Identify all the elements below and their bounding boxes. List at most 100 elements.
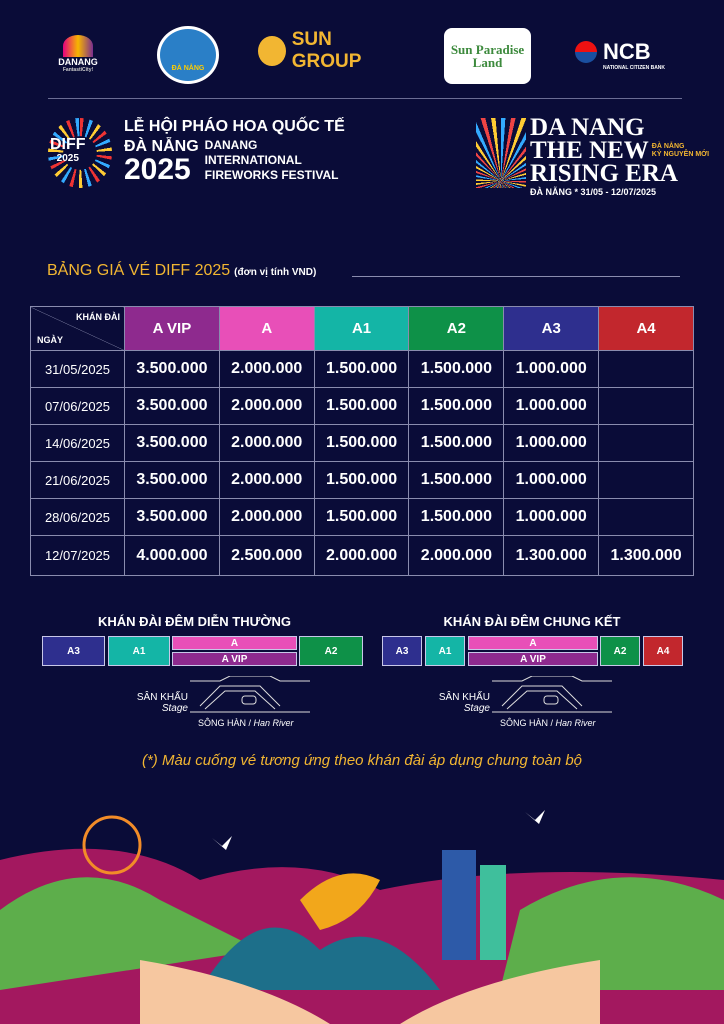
seat-section: A [172, 636, 297, 650]
price-cell: 2.000.000 [218, 461, 315, 499]
da-nang-emblem: ĐÀ NẴNG [157, 26, 219, 84]
table-row: 28/06/2025 3.500.000 2.000.000 1.500.000 1.5… [30, 498, 694, 536]
price-cell: 2.000.000 [218, 387, 315, 425]
price-cell [598, 387, 694, 425]
price-cell: 3.500.000 [124, 498, 220, 536]
rising-era-icon [476, 118, 526, 188]
dragon [300, 873, 380, 930]
price-cell: 1.500.000 [408, 350, 505, 388]
slogan: DA NANG THE NEW ĐÀ NẴNG KỶ NGUYÊN MỚI RISI… [530, 114, 710, 197]
mountains [200, 927, 440, 990]
river-label: SÔNG HÀN / Han River [500, 718, 596, 728]
ferris-wheel [82, 815, 142, 875]
date-cell: 28/06/2025 [30, 498, 125, 536]
column-header: A2 [408, 306, 505, 351]
seat-section: A3 [382, 636, 422, 666]
tower [442, 850, 476, 960]
diff-badge: DIFF [50, 136, 86, 153]
price-title: BẢNG GIÁ VÉ DIFF 2025 [47, 262, 231, 279]
price-cell: 4.000.000 [124, 535, 220, 576]
price-cell [598, 350, 694, 388]
table-row: 31/05/2025 3.500.000 2.000.000 1.500.000 1.5… [30, 350, 694, 388]
festival-illustration [0, 810, 724, 1024]
price-cell: 1.500.000 [313, 424, 410, 462]
price-cell: 1.000.000 [503, 424, 600, 462]
column-header: A VIP [124, 306, 220, 351]
price-cell: 1.500.000 [408, 498, 505, 536]
price-cell: 2.000.000 [408, 535, 505, 576]
dove-icon [212, 810, 545, 850]
danang-logo: DANANG FantastiCity! [48, 30, 108, 78]
price-cell [598, 461, 694, 499]
table-row: 12/07/2025 4.000.000 2.500.000 2.000.000 2.0… [30, 535, 694, 576]
price-cell: 1.300.000 [598, 535, 694, 576]
stage-diagram [190, 676, 310, 713]
stage-diagram [492, 676, 612, 713]
table-row: 07/06/2025 3.500.000 2.000.000 1.500.000 1.5… [30, 387, 694, 425]
price-cell: 1.000.000 [503, 387, 600, 425]
price-table: KHÁN ĐÀI NGÀY A VIP A A1 A2 A3 A4 31/05/2025 3… [30, 306, 694, 576]
sun-group-logo: SUN GROUP [258, 29, 398, 72]
price-cell: 1.000.000 [503, 461, 600, 499]
seat-section: A [468, 636, 598, 650]
ncb-icon [575, 41, 597, 63]
price-cell: 1.500.000 [313, 498, 410, 536]
sun-paradise-land-logo: Sun Paradise Land [444, 28, 531, 84]
river-label: SÔNG HÀN / Han River [198, 718, 294, 728]
price-cell [598, 424, 694, 462]
price-cell: 1.500.000 [313, 350, 410, 388]
stage-label: SÂN KHẤU Stage [136, 692, 188, 714]
column-header: A4 [598, 306, 694, 351]
column-header: A3 [503, 306, 600, 351]
seat-section: A2 [299, 636, 363, 666]
seat-section: A4 [643, 636, 683, 666]
ncb-logo: NCB NATIONAL CITIZEN BANK [575, 38, 683, 72]
price-cell: 1.500.000 [313, 461, 410, 499]
date-cell: 21/06/2025 [30, 461, 125, 499]
price-cell: 3.500.000 [124, 424, 220, 462]
date-cell: 07/06/2025 [30, 387, 125, 425]
seat-section: A3 [42, 636, 105, 666]
title-underline [352, 276, 680, 277]
table-row: 21/06/2025 3.500.000 2.000.000 1.500.000 1.5… [30, 461, 694, 499]
seat-section: A2 [600, 636, 640, 666]
stage-label: SÂN KHẤU Stage [438, 692, 490, 714]
column-header: A [218, 306, 315, 351]
seat-section: A1 [425, 636, 465, 666]
price-cell: 2.000.000 [218, 350, 315, 388]
price-cell: 1.000.000 [503, 498, 600, 536]
price-cell: 2.000.000 [313, 535, 410, 576]
seating-map-title: KHÁN ĐÀI ĐÊM DIỄN THƯỜNG [97, 614, 292, 629]
seat-section: A1 [108, 636, 170, 666]
date-cell: 14/06/2025 [30, 424, 125, 462]
date-cell: 31/05/2025 [30, 350, 125, 388]
green-hills [0, 877, 260, 990]
price-cell: 1.300.000 [503, 535, 600, 576]
diff-logo [48, 118, 112, 188]
price-cell: 2.000.000 [218, 424, 315, 462]
price-unit: (đơn vị tính VND) [234, 267, 317, 278]
price-cell: 1.500.000 [408, 424, 505, 462]
festival-title: LỄ HỘI PHÁO HOA QUỐC TẾ ĐÀ NẴNG 2025 DANA… [124, 118, 345, 186]
price-cell [598, 498, 694, 536]
seating-map-title: KHÁN ĐÀI ĐÊM CHUNG KẾT [443, 614, 621, 629]
corner-header: KHÁN ĐÀI NGÀY [30, 306, 125, 351]
price-cell: 3.500.000 [124, 461, 220, 499]
price-cell: 1.500.000 [408, 387, 505, 425]
table-row: 14/06/2025 3.500.000 2.000.000 1.500.000 1.5… [30, 424, 694, 462]
seat-section: A VIP [172, 652, 297, 666]
seat-section: A VIP [468, 652, 598, 666]
column-header: A1 [313, 306, 410, 351]
price-cell: 2.000.000 [218, 498, 315, 536]
date-cell: 12/07/2025 [30, 535, 125, 576]
sun-icon [258, 36, 286, 66]
price-cell: 1.000.000 [503, 350, 600, 388]
price-cell: 1.500.000 [408, 461, 505, 499]
hands [140, 960, 600, 1024]
price-cell: 3.500.000 [124, 350, 220, 388]
price-cell: 2.500.000 [218, 535, 315, 576]
price-cell: 3.500.000 [124, 387, 220, 425]
footnote: (*) Màu cuống vé tương ứng theo khán đài… [141, 752, 583, 769]
price-cell: 1.500.000 [313, 387, 410, 425]
divider [48, 98, 682, 99]
